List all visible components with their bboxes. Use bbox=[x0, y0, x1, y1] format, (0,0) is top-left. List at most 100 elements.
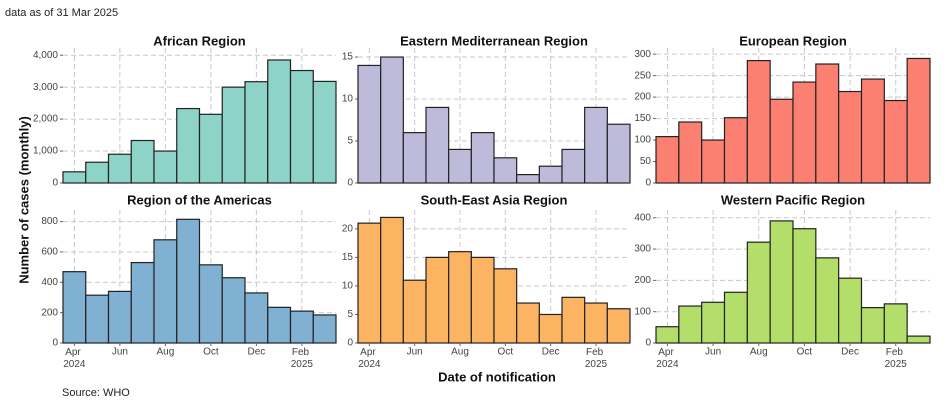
bar bbox=[655, 326, 680, 344]
bar bbox=[538, 313, 563, 344]
bar bbox=[723, 117, 748, 184]
y-tick-label: 0 bbox=[347, 338, 353, 349]
bar bbox=[906, 57, 931, 184]
x-tick-label-line: Apr bbox=[658, 347, 676, 358]
x-tick-label: Apr 2024 bbox=[656, 347, 679, 370]
y-tick-label: 250 bbox=[634, 70, 651, 81]
bar bbox=[815, 257, 840, 344]
bar bbox=[516, 174, 540, 184]
bar bbox=[838, 90, 863, 184]
bar bbox=[62, 171, 87, 184]
bar bbox=[198, 113, 223, 184]
y-tick-label: 3,000 bbox=[33, 82, 58, 93]
panel-title: European Region bbox=[739, 33, 847, 48]
bar bbox=[357, 222, 382, 344]
y-tick-label: 300 bbox=[634, 49, 651, 60]
bar bbox=[516, 302, 540, 344]
bar bbox=[701, 301, 726, 344]
x-tick-label: Dec bbox=[247, 347, 265, 358]
x-tick-label: Apr 2024 bbox=[63, 347, 86, 370]
bar bbox=[153, 239, 178, 344]
bar bbox=[221, 86, 246, 184]
bar bbox=[493, 157, 518, 184]
bar bbox=[746, 59, 771, 184]
bar bbox=[130, 139, 155, 184]
bar bbox=[267, 59, 292, 184]
y-tick-label: 5 bbox=[347, 309, 353, 320]
bar bbox=[538, 165, 563, 184]
x-tick-label-line: 2025 bbox=[885, 359, 908, 370]
x-tick-label: Dec bbox=[542, 347, 560, 358]
x-tick-label: Aug bbox=[156, 347, 174, 358]
bar bbox=[655, 136, 680, 184]
bar bbox=[746, 241, 771, 344]
x-tick-label: Jun bbox=[407, 347, 423, 358]
bar bbox=[815, 63, 840, 184]
x-tick-label: Feb 2025 bbox=[885, 347, 908, 370]
x-tick-label: Oct bbox=[498, 347, 514, 358]
x-tick-label: Aug bbox=[451, 347, 469, 358]
bar bbox=[312, 80, 337, 184]
bar bbox=[244, 81, 269, 184]
y-tick-label: 5 bbox=[347, 136, 353, 147]
x-tick-label: Jun bbox=[112, 347, 128, 358]
bar bbox=[723, 291, 748, 344]
x-tick-label-line: Feb bbox=[586, 347, 606, 358]
bar bbox=[678, 305, 703, 344]
x-tick-label-line: 2025 bbox=[585, 359, 608, 370]
y-tick-label: 4,000 bbox=[33, 50, 58, 61]
x-tick-label-line: 2024 bbox=[656, 359, 679, 370]
x-tick-label-line: 2025 bbox=[291, 359, 314, 370]
bar bbox=[267, 306, 292, 344]
y-tick-label: 2,000 bbox=[33, 114, 58, 125]
panel-title: Region of the Americas bbox=[127, 192, 272, 207]
x-tick-label: Oct bbox=[203, 347, 219, 358]
bar bbox=[289, 310, 314, 344]
bar bbox=[838, 277, 863, 344]
bar bbox=[606, 123, 631, 184]
x-tick-label-line: 2024 bbox=[63, 359, 86, 370]
bar bbox=[606, 308, 631, 344]
bar bbox=[425, 106, 450, 184]
x-tick-label: Apr 2024 bbox=[358, 347, 381, 370]
y-tick-label: 800 bbox=[41, 216, 58, 227]
panel-title: African Region bbox=[153, 33, 246, 48]
y-tick-label: 10 bbox=[342, 94, 354, 105]
y-tick-label: 400 bbox=[634, 212, 651, 223]
bar bbox=[769, 220, 794, 344]
panel-title: South-East Asia Region bbox=[421, 192, 568, 207]
bar bbox=[85, 294, 110, 344]
bar bbox=[470, 132, 495, 184]
bar bbox=[221, 277, 246, 344]
y-tick-label: 300 bbox=[634, 244, 651, 255]
x-tick-label: Jun bbox=[705, 347, 721, 358]
bar bbox=[860, 307, 885, 344]
y-tick-label: 600 bbox=[41, 247, 58, 258]
x-tick-label: Feb 2025 bbox=[585, 347, 608, 370]
x-tick-label-line: 2024 bbox=[358, 359, 381, 370]
y-tick-label: 200 bbox=[41, 307, 58, 318]
bar bbox=[402, 279, 427, 344]
y-tick-label: 100 bbox=[634, 135, 651, 146]
y-tick-label: 200 bbox=[634, 92, 651, 103]
bar bbox=[402, 132, 427, 184]
bar bbox=[107, 153, 132, 184]
bar bbox=[883, 99, 908, 184]
bar bbox=[107, 290, 132, 344]
bar bbox=[198, 264, 223, 344]
bar bbox=[493, 268, 518, 344]
x-tick-label-line: Feb bbox=[292, 347, 312, 358]
bar bbox=[678, 121, 703, 184]
bar bbox=[584, 302, 608, 344]
bar bbox=[425, 256, 450, 344]
y-tick-label: 1,000 bbox=[33, 146, 58, 157]
x-tick-label-line: Apr bbox=[65, 347, 83, 358]
bar bbox=[312, 314, 337, 344]
bar bbox=[769, 98, 794, 184]
y-tick-label: 0 bbox=[52, 178, 58, 189]
bar bbox=[883, 303, 908, 344]
y-tick-label: 0 bbox=[52, 338, 58, 349]
y-tick-label: 0 bbox=[347, 178, 353, 189]
y-tick-label: 100 bbox=[634, 306, 651, 317]
